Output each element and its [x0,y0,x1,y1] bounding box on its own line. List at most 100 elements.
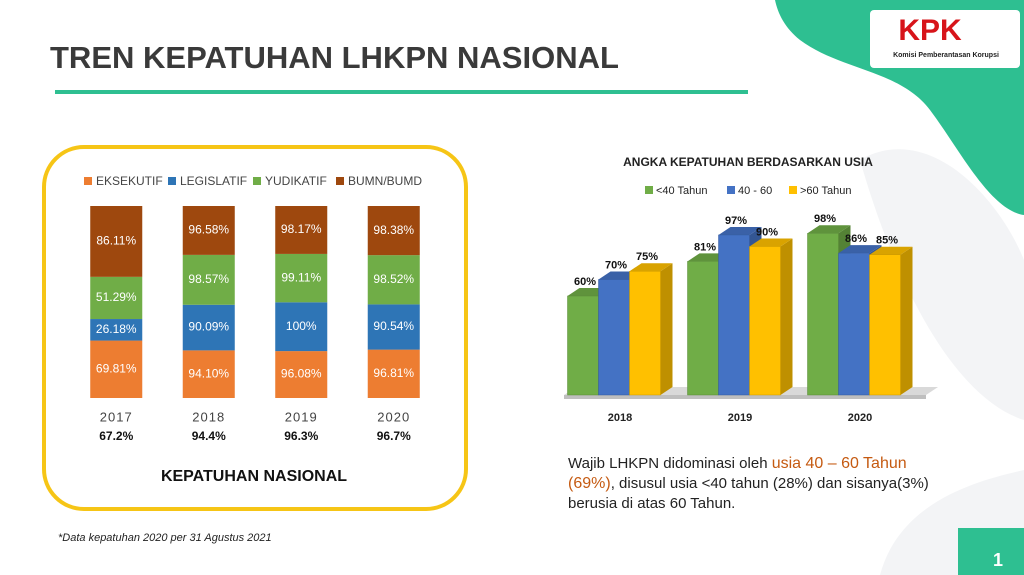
data-label: 98.57% [188,272,229,286]
chart-title: KEPATUHAN NASIONAL [161,468,347,485]
data-label: 99.11% [281,270,321,284]
bar-side [900,246,913,395]
data-label: 98.52% [373,272,414,286]
bar-segment [90,319,143,341]
slide-title: TREN KEPATUHAN LHKPN NASIONAL [50,40,619,75]
logo-subtitle: Komisi Pemberantasan Korupsi [893,52,999,59]
bar-segment [367,349,420,398]
data-label: 86% [845,233,867,245]
logo-box [870,10,1020,68]
bar [749,246,781,396]
legend-swatch [789,186,797,194]
chart-title: ANGKA KEPATUHAN BERDASARKAN USIA [623,155,873,169]
legend-swatch [645,186,653,194]
legend-label: YUDIKATIF [265,174,327,188]
floor-edge [564,395,926,399]
data-label: 81% [694,241,716,253]
summary-before: Wajib LHKPN didominasi oleh [568,455,772,472]
x-tick-label: 2018 [608,412,632,424]
data-label: 90.54% [373,319,414,333]
category-note: 96.3% [284,429,318,443]
category-note: 94.4% [192,429,226,443]
data-label: 90.09% [188,320,229,334]
legend-swatch [253,177,261,185]
legend-swatch [84,177,92,185]
data-label: 96.08% [281,367,322,381]
bar-segment [367,304,420,350]
bar-side [780,238,793,395]
summary-text: Wajib LHKPN didominasi oleh usia 40 – 60… [568,454,938,514]
data-label: 98.38% [373,223,414,237]
bar-segment [182,304,235,351]
bar-side [660,263,673,395]
data-label: 96.81% [373,366,414,380]
summary-highlight: usia 40 – 60 Tahun (69%) [568,455,907,492]
x-tick-label: 2017 [100,409,133,424]
bar-segment [275,206,328,254]
bar-top [718,226,762,235]
bar [869,254,901,396]
data-label: 60% [574,276,596,288]
bar-top [838,245,882,254]
data-label: 75% [636,251,658,263]
bar-top [869,246,913,255]
bar [567,295,599,396]
chart-frame [42,145,468,511]
bar-segment [182,206,235,255]
bar-segment [90,206,143,277]
bar-segment [275,351,328,398]
bar-segment [182,254,235,305]
data-label: 26.18% [96,322,137,336]
data-label: 70% [605,259,627,271]
x-tick-label: 2018 [192,409,225,424]
legend-label: >60 Tahun [800,185,852,197]
bar-segment [275,302,328,352]
page-number: 1 [993,550,1003,570]
footnote: *Data kepatuhan 2020 per 31 Agustus 2021 [58,532,272,544]
legend-label: LEGISLATIF [180,174,247,188]
data-label: 97% [725,215,747,227]
legend-label: EKSEKUTIF [96,174,163,188]
data-label: 90% [756,226,778,238]
logo-text: KPK [898,14,962,47]
legend-label: 40 - 60 [738,185,772,197]
category-note: 67.2% [99,429,133,443]
bar [807,233,839,396]
data-label: 100% [286,319,317,333]
bar-top [807,225,851,234]
bar-segment [367,206,420,256]
bar [838,252,870,396]
bar-segment [275,253,328,303]
bar [629,271,661,396]
legend-swatch [727,186,735,194]
x-tick-label: 2019 [728,412,752,424]
bg-shape [860,149,1024,421]
data-label: 86.11% [96,234,136,248]
bar-segment [367,255,420,305]
bar-segment [90,276,143,320]
legend-label: BUMN/BUMD [348,174,422,188]
data-label: 69.81% [96,361,137,375]
bar-top [629,263,673,272]
x-tick-label: 2020 [377,409,410,424]
bar-top [749,238,793,247]
title-rule [55,90,748,94]
legend-swatch [168,177,176,185]
bar [687,261,719,396]
bar-segment [182,350,235,398]
data-label: 94.10% [188,366,229,380]
legend-label: <40 Tahun [656,185,708,197]
data-label: 96.58% [188,223,229,237]
legend-swatch [336,177,344,185]
data-label: 98% [814,213,836,225]
bar-segment [90,340,143,398]
page-box [958,528,1024,575]
data-label: 51.29% [96,290,137,304]
data-label: 85% [876,235,898,247]
category-note: 96.7% [377,429,411,443]
summary-after: , disusul usia <40 tahun (28%) dan sisan… [568,475,929,512]
x-tick-label: 2019 [285,409,318,424]
bar [718,234,750,396]
